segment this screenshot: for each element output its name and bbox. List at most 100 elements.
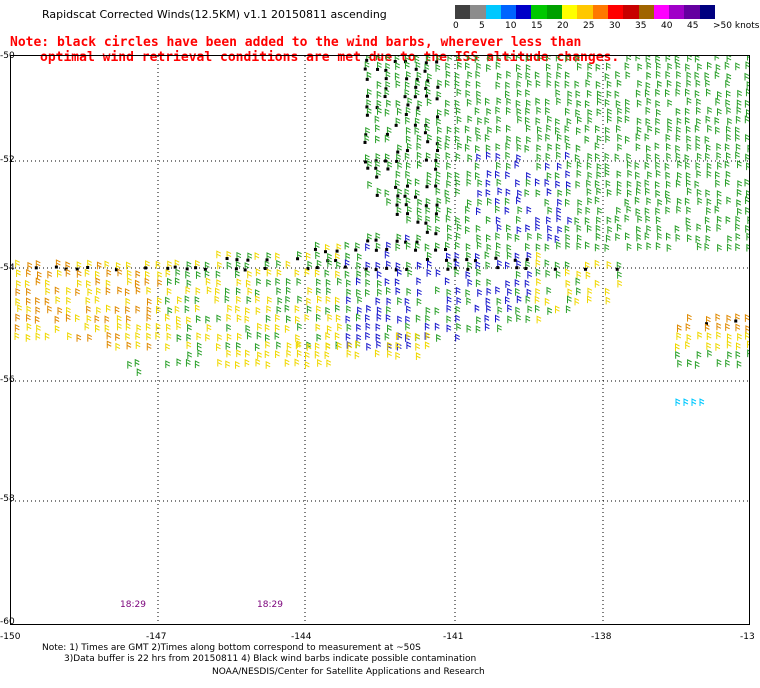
- wind-barb: [425, 178, 432, 189]
- wind-barb: [606, 62, 611, 71]
- wind-barb: [655, 189, 661, 198]
- wind-barb: [394, 72, 400, 81]
- footer-note-2: 3)Data buffer is 22 hrs from 20150811 4)…: [64, 654, 477, 664]
- wind-barb: [716, 322, 722, 331]
- wind-barb: [666, 152, 672, 161]
- colorbar-swatch: [455, 5, 471, 19]
- wind-barb: [15, 288, 21, 296]
- wind-barb: [144, 260, 150, 270]
- wind-barb: [47, 270, 53, 279]
- wind-barb: [455, 188, 461, 196]
- wind-barb: [66, 296, 71, 305]
- wind-barb: [486, 63, 491, 72]
- wind-barb: [194, 296, 200, 304]
- wind-barb: [235, 270, 240, 278]
- wind-barb: [515, 287, 520, 296]
- wind-barb: [545, 152, 551, 161]
- wind-barb: [365, 71, 372, 81]
- wind-barb: [635, 208, 641, 216]
- wind-barb: [466, 297, 472, 306]
- wind-barb: [555, 270, 561, 279]
- wind-barb: [85, 296, 91, 305]
- colorbar-label: >50 knots: [713, 21, 760, 31]
- wind-barb: [125, 322, 131, 331]
- wind-barb: [363, 61, 370, 71]
- wind-barb: [745, 224, 750, 233]
- wind-barb: [466, 324, 472, 333]
- wind-barb: [126, 315, 131, 323]
- wind-barb: [86, 259, 92, 269]
- wind-barb: [537, 53, 543, 61]
- wind-barb: [555, 305, 560, 314]
- wind-barb: [657, 232, 662, 241]
- wind-barb: [115, 332, 120, 341]
- wind-barb: [675, 343, 680, 351]
- wind-barb: [494, 250, 501, 260]
- colorbar-swatch: [516, 5, 532, 19]
- wind-barb: [216, 250, 222, 259]
- wind-barb: [135, 341, 141, 349]
- wind-barb: [714, 116, 720, 125]
- wind-barb: [415, 109, 421, 117]
- wind-barb: [546, 188, 552, 196]
- wind-barb: [596, 134, 602, 143]
- wind-barb: [456, 322, 461, 331]
- wind-barb: [674, 55, 680, 63]
- wind-barb: [735, 62, 740, 71]
- wind-barb: [624, 62, 630, 71]
- wind-barb: [195, 304, 200, 313]
- wind-barb: [217, 358, 222, 367]
- wind-barb: [587, 62, 593, 71]
- wind-barb: [646, 144, 651, 153]
- wind-barb: [704, 242, 710, 251]
- wind-barb: [726, 152, 731, 160]
- wind-barb: [535, 243, 541, 252]
- wind-barb: [106, 269, 112, 277]
- wind-barb: [434, 322, 440, 331]
- wind-barb: [655, 70, 661, 79]
- wind-barb: [304, 268, 310, 277]
- wind-barb: [675, 61, 681, 70]
- wind-barb: [184, 295, 190, 304]
- wind-barb: [473, 252, 480, 263]
- wind-barb: [475, 80, 481, 89]
- wind-barb: [727, 117, 732, 126]
- wind-barb: [424, 243, 430, 252]
- wind-barb: [717, 243, 722, 252]
- wind-barb: [145, 270, 150, 279]
- wind-barb: [305, 252, 311, 261]
- wind-barb: [686, 223, 692, 232]
- wind-barb: [604, 287, 610, 296]
- wind-barb: [35, 296, 40, 305]
- wind-barb-field: [11, 52, 753, 624]
- wind-barb: [435, 91, 442, 101]
- wind-barb: [725, 170, 731, 179]
- wind-barb: [356, 270, 362, 279]
- wind-barb: [454, 99, 460, 108]
- wind-barb: [417, 288, 422, 297]
- wind-barb: [526, 171, 531, 180]
- wind-barb: [444, 241, 450, 252]
- wind-barb: [487, 53, 492, 62]
- wind-barb: [325, 306, 331, 315]
- wind-barb: [444, 79, 450, 88]
- wind-barb: [434, 206, 441, 216]
- wind-barb: [346, 323, 352, 332]
- wind-barb: [705, 235, 711, 243]
- wind-barb: [526, 206, 532, 214]
- wind-barb: [424, 55, 431, 65]
- wind-barb: [307, 286, 313, 295]
- wind-barb: [586, 224, 592, 233]
- wind-barb: [194, 360, 200, 369]
- wind-barb: [435, 170, 441, 179]
- wind-barb: [255, 295, 260, 304]
- wind-barb: [606, 80, 612, 89]
- wind-barb: [526, 288, 532, 297]
- wind-barb: [446, 296, 452, 304]
- wind-barb: [246, 331, 252, 340]
- wind-barb: [186, 333, 192, 342]
- wind-barb: [505, 90, 510, 99]
- wind-barb: [244, 358, 250, 367]
- wind-barb: [275, 350, 280, 359]
- wind-barb: [546, 172, 552, 180]
